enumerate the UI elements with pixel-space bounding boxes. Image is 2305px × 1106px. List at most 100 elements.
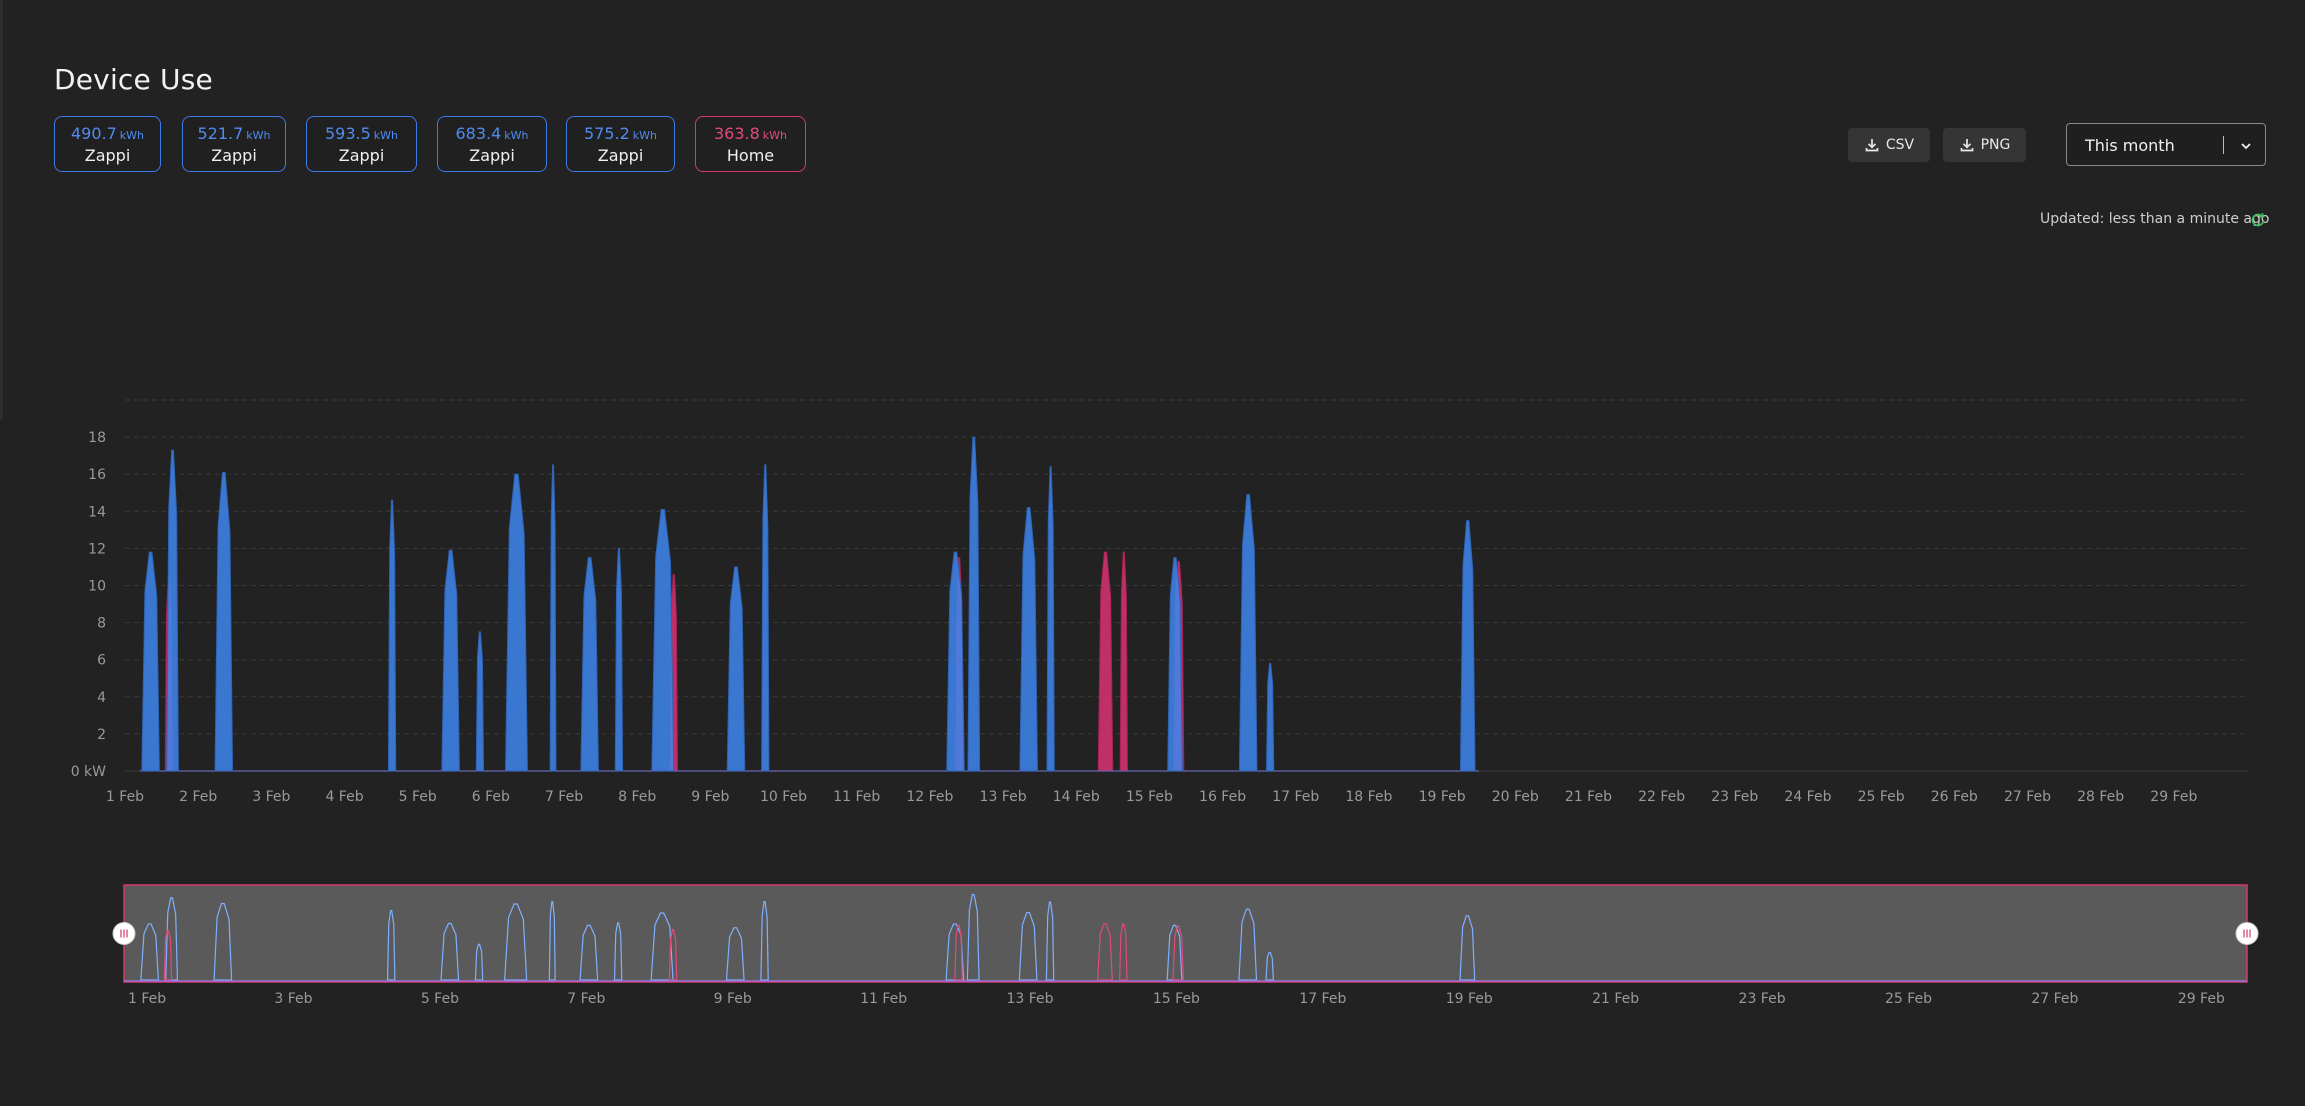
navigator-handle-right[interactable] bbox=[2235, 922, 2259, 945]
nav-tick-label: 29 Feb bbox=[2178, 991, 2225, 1007]
zappi-area[interactable] bbox=[1167, 557, 1183, 772]
zappi-area[interactable] bbox=[614, 547, 624, 772]
x-tick-label: 19 Feb bbox=[1419, 789, 1466, 805]
page-title: Device Use bbox=[54, 62, 213, 96]
power-chart[interactable]: 0 kW 2 4 6 8 10 12 14 16 18 1 Feb 2 Feb 3 Feb 4 Feb 5… bbox=[0, 380, 2305, 820]
zappi-area[interactable] bbox=[549, 464, 557, 772]
export-csv-button[interactable]: CSV bbox=[1848, 128, 1930, 162]
zappi-area[interactable] bbox=[441, 549, 460, 772]
navigator-axis-labels: 1 Feb 3 Feb 5 Feb 7 Feb 9 Feb 11 Feb 13 Feb 15 … bbox=[128, 991, 2225, 1007]
zappi-area[interactable] bbox=[580, 557, 599, 772]
period-select-divider bbox=[2223, 136, 2224, 154]
y-tick-label: 18 bbox=[88, 430, 106, 446]
nav-zappi-line bbox=[1018, 911, 1038, 981]
y-axis-labels: 0 kW 2 4 6 8 10 12 14 16 18 bbox=[71, 430, 106, 780]
export-csv-label: CSV bbox=[1885, 137, 1915, 153]
zappi-area[interactable] bbox=[1265, 662, 1275, 772]
nav-zappi-line bbox=[725, 927, 745, 981]
device-card-zappi-2[interactable]: 521.7 kWh Zappi bbox=[182, 116, 286, 172]
series-home[interactable] bbox=[139, 551, 1479, 772]
device-card-label: Zappi bbox=[338, 146, 385, 165]
device-card-value: 683.4 kWh bbox=[455, 124, 529, 143]
nav-home-line bbox=[668, 929, 678, 981]
navigator-selection[interactable] bbox=[123, 884, 2248, 983]
device-card-label: Zappi bbox=[469, 146, 515, 165]
home-area[interactable] bbox=[1097, 551, 1114, 772]
device-card-value: 490.7 kWh bbox=[70, 124, 145, 143]
device-card-label: Zappi bbox=[597, 146, 644, 165]
zappi-area[interactable] bbox=[1046, 466, 1055, 772]
device-card-value: 575.2 kWh bbox=[583, 124, 658, 143]
y-tick-label: 6 bbox=[97, 653, 106, 669]
nav-zappi-line bbox=[548, 901, 556, 981]
zappi-area[interactable] bbox=[651, 508, 675, 772]
zappi-area[interactable] bbox=[1459, 520, 1476, 772]
x-tick-label: 28 Feb bbox=[2077, 789, 2124, 805]
navigator-handle-left[interactable] bbox=[112, 922, 136, 945]
nav-home-line bbox=[954, 924, 963, 981]
x-axis-labels: 1 Feb 2 Feb 3 Feb 4 Feb 5 Feb 6 Feb 7 Feb 8 Feb… bbox=[106, 789, 2198, 805]
period-select[interactable]: This month bbox=[2066, 123, 2266, 166]
device-card-zappi-1[interactable]: 490.7 kWh Zappi bbox=[54, 116, 161, 172]
x-tick-label: 27 Feb bbox=[2004, 789, 2051, 805]
device-card-zappi-4[interactable]: 683.4 kWh Zappi bbox=[437, 116, 547, 172]
period-select-value: This month bbox=[2085, 136, 2175, 155]
device-card-zappi-5[interactable]: 575.2 kWh Zappi bbox=[566, 116, 675, 172]
nav-zappi-line bbox=[1459, 915, 1476, 981]
nav-zappi-line bbox=[474, 943, 484, 981]
nav-zappi-line bbox=[760, 901, 769, 981]
zappi-area[interactable] bbox=[504, 473, 528, 772]
x-tick-label: 13 Feb bbox=[980, 789, 1027, 805]
zappi-area[interactable] bbox=[1019, 507, 1038, 772]
zappi-area[interactable] bbox=[967, 436, 981, 772]
nav-zappi-line bbox=[1238, 908, 1258, 981]
x-tick-label: 4 Feb bbox=[325, 789, 363, 805]
nav-home-line bbox=[1118, 923, 1128, 981]
export-png-button[interactable]: PNG bbox=[1943, 128, 2026, 162]
zappi-area[interactable] bbox=[387, 499, 397, 772]
zappi-area[interactable] bbox=[141, 551, 160, 772]
series-zappi[interactable] bbox=[139, 436, 1479, 772]
zappi-area[interactable] bbox=[214, 471, 234, 772]
nav-zappi-line bbox=[213, 902, 233, 981]
y-tick-label: 16 bbox=[88, 467, 106, 483]
navigator-handles[interactable] bbox=[112, 922, 2259, 945]
device-card-zappi-3[interactable]: 593.5 kWh Zappi bbox=[306, 116, 417, 172]
x-tick-label: 25 Feb bbox=[1858, 789, 1905, 805]
nav-tick-label: 15 Feb bbox=[1153, 991, 1200, 1007]
device-card-home[interactable]: 363.8 kWh Home bbox=[695, 116, 806, 172]
device-card-value: 593.5 kWh bbox=[324, 124, 399, 143]
nav-tick-label: 19 Feb bbox=[1446, 991, 1493, 1007]
x-tick-label: 11 Feb bbox=[833, 789, 880, 805]
refresh-icon[interactable] bbox=[2249, 211, 2267, 229]
zappi-area[interactable] bbox=[946, 551, 965, 772]
device-card-value: 363.8 kWh bbox=[713, 124, 788, 143]
y-tick-label: 8 bbox=[97, 616, 106, 632]
navigator-series bbox=[124, 893, 2247, 982]
nav-tick-label: 13 Feb bbox=[1006, 991, 1053, 1007]
nav-zappi-line bbox=[440, 922, 460, 981]
x-tick-label: 2 Feb bbox=[179, 789, 217, 805]
nav-tick-label: 25 Feb bbox=[1885, 991, 1932, 1007]
zappi-area[interactable] bbox=[475, 631, 485, 772]
chevron-down-icon bbox=[2241, 143, 2251, 150]
x-tick-label: 18 Feb bbox=[1345, 789, 1392, 805]
nav-zappi-line bbox=[386, 910, 396, 981]
x-tick-label: 12 Feb bbox=[906, 789, 953, 805]
nav-tick-label: 23 Feb bbox=[1739, 991, 1786, 1007]
x-tick-label: 15 Feb bbox=[1126, 789, 1173, 805]
device-card-value: 521.7 kWh bbox=[197, 124, 271, 143]
zappi-area[interactable] bbox=[166, 449, 179, 772]
zappi-area[interactable] bbox=[761, 464, 770, 772]
nav-tick-label: 11 Feb bbox=[860, 991, 907, 1007]
zappi-area[interactable] bbox=[1238, 494, 1258, 772]
x-tick-label: 16 Feb bbox=[1199, 789, 1246, 805]
nav-zappi-line bbox=[613, 922, 623, 981]
export-png-label: PNG bbox=[1980, 137, 2011, 153]
nav-tick-label: 21 Feb bbox=[1592, 991, 1639, 1007]
x-tick-label: 17 Feb bbox=[1272, 789, 1319, 805]
nav-tick-label: 3 Feb bbox=[274, 991, 312, 1007]
home-area[interactable] bbox=[1119, 551, 1128, 772]
zappi-area[interactable] bbox=[726, 566, 746, 772]
range-navigator[interactable]: 1 Feb 3 Feb 5 Feb 7 Feb 9 Feb 11 Feb 13 Feb 15 … bbox=[0, 870, 2305, 1010]
